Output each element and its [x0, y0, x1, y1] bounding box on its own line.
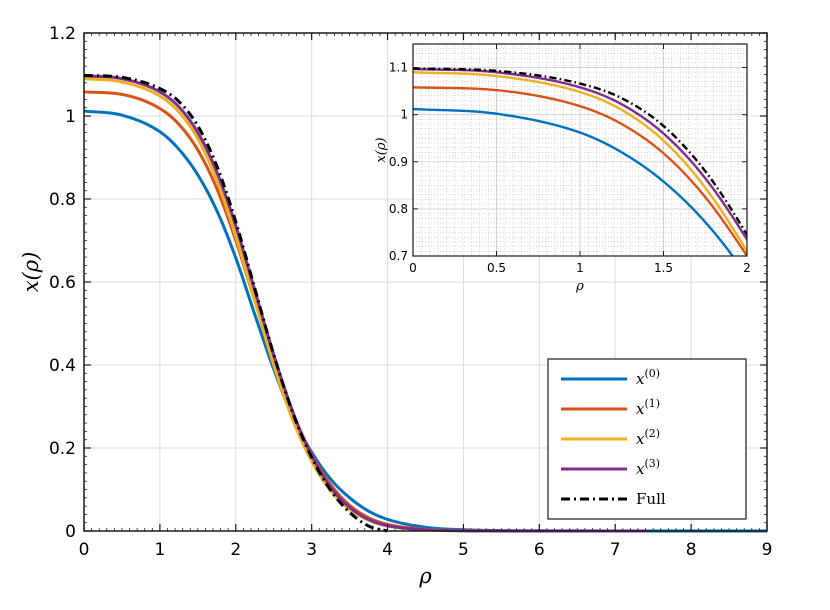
legend-label-base: x [636, 400, 645, 418]
y-tick-label: 0.6 [49, 273, 76, 293]
x-tick-label: 5 [458, 540, 469, 560]
inset-x-tick-label: 1.5 [654, 261, 673, 275]
inset-series-line-2 [413, 71, 747, 254]
x-tick-label: 7 [610, 540, 621, 560]
x-tick-label: 8 [686, 540, 697, 560]
legend-label-text: Full [636, 490, 666, 508]
x-tick-label: 4 [382, 540, 393, 560]
y-tick-label: 0.4 [49, 356, 76, 376]
y-tick-label: 1.2 [49, 24, 76, 44]
inset-y-tick-label: 1 [400, 108, 408, 122]
legend-label-superscript: (2) [644, 427, 660, 440]
x-tick-label: 2 [230, 540, 241, 560]
legend: x(0)x(1)x(2)x(3)Full [547, 358, 747, 520]
inset-y-tick-label: 0.8 [389, 202, 408, 216]
y-tick-label: 1 [65, 107, 76, 127]
legend-label-superscript: (0) [644, 367, 660, 380]
legend-label: Full [636, 490, 666, 508]
inset-x-tick-label: 0.5 [487, 261, 506, 275]
inset-x-tick-label: 0 [409, 261, 417, 275]
x-tick-label: 3 [306, 540, 317, 560]
inset-plot: 0 0.5 1 1.5 2 0.7 0.8 0.9 1 1.1 ρ x(ρ) [374, 43, 751, 294]
inset-series-line-4 [413, 67, 747, 238]
x-tick-label: 6 [534, 540, 545, 560]
legend-label: x(3) [636, 457, 660, 478]
inset-x-tick-label: 1 [576, 261, 584, 275]
inset-series-line-1 [413, 86, 747, 256]
x-axis-label: ρ [418, 564, 432, 588]
inset-ticks [412, 44, 748, 257]
inset-y-tick-label: 0.7 [389, 249, 408, 263]
inset-y-tick-label: 1.1 [389, 61, 408, 75]
legend-label-superscript: (1) [644, 397, 660, 410]
legend-label: x(0) [636, 367, 660, 388]
inset-y-tick-label: 0.9 [389, 155, 408, 169]
series-line-4 [83, 73, 389, 533]
inset-x-axis-label: ρ [575, 279, 584, 294]
inset-series-line-0 [413, 107, 735, 256]
y-tick-label: 0.2 [49, 439, 76, 459]
inset-x-tick-label: 2 [743, 261, 751, 275]
x-tick-label: 9 [762, 540, 773, 560]
inset-y-axis-label: x(ρ) [374, 137, 389, 162]
x-tick-label: 1 [154, 540, 165, 560]
legend-label: x(2) [636, 427, 660, 448]
x-tick-label: 0 [79, 540, 90, 560]
legend-label: x(1) [636, 397, 660, 418]
y-tick-label: 0 [65, 522, 76, 542]
legend-label-superscript: (3) [644, 457, 660, 470]
main-major-ticks [83, 32, 768, 532]
legend-label-base: x [636, 370, 645, 388]
y-axis-label: x(ρ) [19, 252, 43, 293]
inset-series-line-3 [413, 67, 747, 242]
legend-label-base: x [636, 430, 645, 448]
y-tick-label: 0.8 [49, 190, 76, 210]
inset-series [413, 67, 747, 256]
legend-label-base: x [636, 460, 645, 478]
